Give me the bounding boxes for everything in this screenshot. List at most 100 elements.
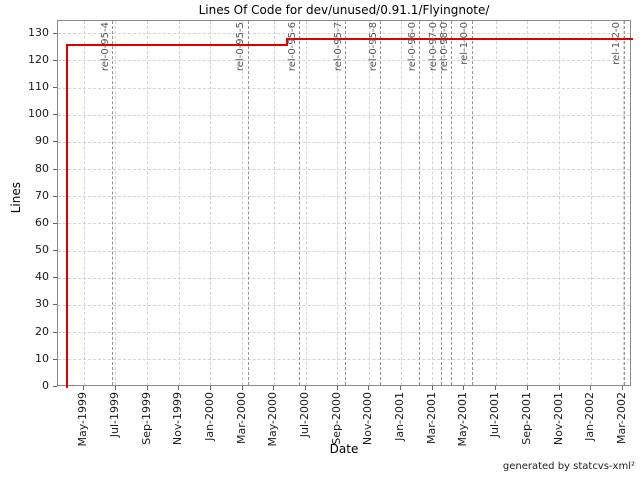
y-tick-mark [53, 358, 57, 360]
y-tick-label: 40 [35, 270, 49, 284]
x-tick-mark [558, 386, 560, 390]
x-tick-mark [146, 386, 148, 390]
release-label: rel-0-95-6 [286, 22, 298, 72]
x-gridline [559, 21, 561, 385]
x-tick-label: Jan-2002 [583, 392, 597, 441]
release-line [451, 21, 453, 385]
x-gridline [368, 21, 370, 385]
x-gridline [527, 21, 529, 385]
y-tick-label: 100 [28, 107, 49, 121]
release-line [471, 21, 473, 385]
x-gridline [242, 21, 244, 385]
release-line [247, 21, 249, 385]
x-gridline [463, 21, 465, 385]
release-line [299, 21, 301, 385]
x-tick-mark [83, 386, 85, 390]
x-tick-mark [431, 386, 433, 390]
x-gridline [432, 21, 434, 385]
release-label: rel-0-98-0 [438, 22, 450, 72]
x-tick-mark [114, 386, 116, 390]
x-gridline [115, 21, 117, 385]
y-tick-mark [53, 114, 57, 116]
x-tick-label: Jan-2000 [202, 392, 216, 441]
x-tick-label: May-1999 [76, 392, 90, 447]
plot-area [57, 20, 633, 388]
x-gridline [305, 21, 307, 385]
release-line [440, 21, 442, 385]
y-tick-mark [53, 195, 57, 197]
y-gridline [58, 250, 630, 252]
y-tick-label: 50 [35, 243, 49, 257]
x-tick-label: Mar-2000 [234, 392, 248, 445]
x-tick-label: Sep-1999 [139, 392, 153, 445]
y-tick-label: 110 [28, 80, 49, 94]
x-tick-label: May-2001 [456, 392, 470, 447]
release-label: rel-0-95-7 [332, 22, 344, 72]
loc-line-segment [286, 38, 633, 40]
release-line [112, 21, 114, 385]
x-tick-mark [622, 386, 623, 390]
y-tick-mark [53, 222, 57, 224]
x-tick-mark [209, 386, 211, 390]
y-tick-mark [53, 87, 57, 89]
release-label: rel-0-96-0 [406, 22, 418, 72]
x-tick-mark [526, 386, 528, 390]
generator-credit: generated by statcvs-xml² [502, 461, 635, 472]
x-tick-mark [463, 386, 465, 390]
y-tick-mark [53, 304, 57, 306]
y-gridline [58, 87, 630, 89]
y-gridline [58, 141, 630, 143]
y-tick-label: 30 [35, 297, 49, 311]
y-gridline [58, 277, 630, 279]
release-label: rel-0-95-5 [235, 22, 246, 72]
x-tick-label: May-2000 [266, 392, 280, 447]
y-tick-label: 60 [35, 215, 49, 229]
x-gridline [178, 21, 180, 385]
y-tick-mark [53, 141, 57, 143]
y-gridline [58, 169, 630, 171]
x-tick-mark [400, 386, 402, 390]
x-gridline [147, 21, 149, 385]
y-tick-mark [53, 32, 57, 34]
x-gridline [400, 21, 402, 385]
x-tick-label: Jul-2000 [298, 392, 311, 438]
x-tick-mark [178, 386, 180, 390]
x-tick-label: Nov-2001 [551, 392, 565, 446]
y-tick-label: 0 [42, 379, 49, 392]
y-tick-mark [53, 386, 57, 387]
y-tick-mark [53, 277, 57, 279]
x-tick-label: Nov-2000 [361, 392, 375, 446]
release-line [419, 21, 421, 385]
x-gridline [337, 21, 339, 385]
y-tick-label: 90 [35, 134, 49, 148]
x-tick-label: Sep-2001 [519, 392, 533, 445]
x-tick-label: Nov-1999 [171, 392, 185, 446]
x-tick-label: Jan-2001 [393, 392, 407, 441]
x-tick-mark [590, 386, 592, 390]
release-label: rel-0-95-8 [367, 22, 379, 72]
y-gridline [58, 33, 630, 35]
x-tick-mark [495, 386, 497, 390]
x-tick-mark [368, 386, 370, 390]
y-tick-label: 130 [28, 25, 49, 39]
y-tick-label: 120 [28, 52, 49, 66]
y-gridline [58, 223, 630, 225]
y-tick-label: 10 [35, 351, 49, 365]
release-label: rel-1-2-0 [611, 22, 622, 65]
y-tick-mark [53, 331, 57, 333]
release-label: rel-1-0-0 [459, 22, 471, 65]
y-tick-label: 80 [35, 161, 49, 175]
release-label: rel-0-97-0 [428, 22, 440, 72]
y-gridline [58, 359, 630, 361]
x-tick-mark [241, 386, 243, 390]
x-gridline [495, 21, 497, 385]
x-gridline [210, 21, 212, 385]
x-tick-mark [336, 386, 338, 390]
y-tick-label: 70 [35, 188, 49, 202]
x-tick-label: Jul-2001 [488, 392, 502, 438]
x-tick-mark [305, 386, 306, 390]
release-label: rel-0-95-4 [99, 22, 111, 72]
y-tick-mark [53, 59, 57, 61]
y-gridline [58, 60, 630, 62]
